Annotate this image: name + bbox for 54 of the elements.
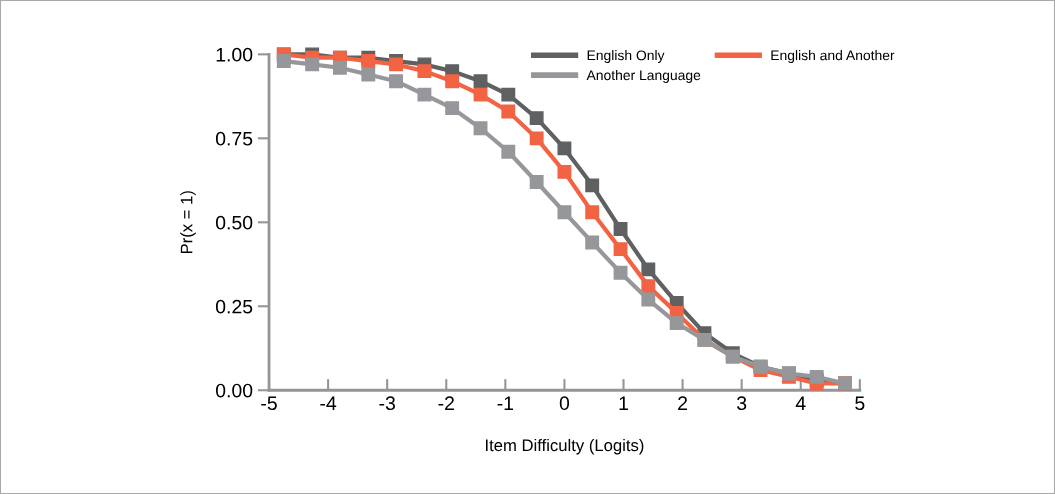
point — [445, 101, 460, 116]
point — [641, 292, 656, 307]
x-tick-label: -1 — [497, 396, 514, 410]
y-tick-label: 0.00 — [215, 383, 253, 398]
x-tick-label: -5 — [261, 396, 277, 411]
point — [501, 104, 516, 119]
point — [473, 74, 488, 89]
point — [585, 178, 600, 193]
point — [332, 60, 347, 75]
x-tick-label: 4 — [795, 396, 806, 410]
x-tick-label: 5 — [855, 396, 865, 411]
point — [669, 316, 684, 331]
legend-label: English Only — [587, 50, 665, 63]
point — [585, 235, 600, 250]
point — [557, 141, 572, 156]
point — [641, 262, 656, 277]
x-tick-label: -4 — [320, 396, 337, 410]
y-axis-title: Pr(x = 1) — [180, 191, 196, 254]
legend-label: Another Language — [586, 69, 701, 83]
x-tick-label: 0 — [559, 396, 570, 411]
point — [613, 265, 628, 280]
legend-label: English and Another — [771, 50, 895, 63]
point — [417, 64, 432, 79]
point — [501, 144, 516, 159]
point — [613, 242, 628, 257]
point — [361, 54, 376, 69]
point — [361, 67, 376, 82]
point — [417, 87, 432, 102]
point — [445, 74, 460, 89]
point — [529, 131, 544, 146]
point — [529, 111, 544, 126]
point — [529, 175, 544, 189]
point — [473, 87, 488, 102]
point — [473, 121, 488, 136]
point — [585, 205, 600, 220]
y-tick-label: 0.50 — [215, 215, 253, 230]
x-tick-label: 3 — [737, 396, 747, 411]
point — [613, 222, 628, 236]
y-tick-label: 1.00 — [216, 47, 253, 62]
y-tick-label: 0.75 — [215, 131, 253, 146]
point — [809, 369, 824, 384]
point — [276, 54, 291, 69]
y-tick-label: 0.25 — [215, 299, 253, 314]
point — [305, 57, 320, 72]
x-tick-label: -3 — [379, 396, 395, 411]
x-tick-label: 1 — [619, 396, 628, 410]
point — [557, 205, 572, 220]
point — [501, 87, 516, 102]
x-tick-label: 2 — [678, 396, 688, 410]
point — [389, 74, 403, 89]
x-axis-title: Item Difficulty (Logits) — [486, 438, 644, 455]
point — [641, 279, 656, 294]
point — [557, 164, 572, 179]
x-tick-label: -2 — [438, 396, 454, 410]
